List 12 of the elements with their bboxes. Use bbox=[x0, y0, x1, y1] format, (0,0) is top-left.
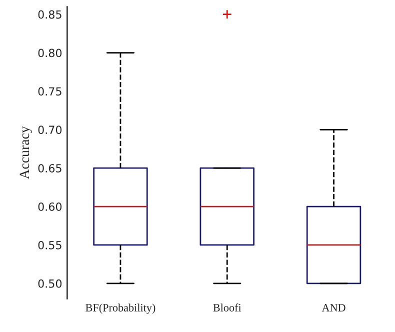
y-tick-label: 0.50 bbox=[38, 279, 62, 288]
y-axis-title: Accuracy bbox=[20, 126, 32, 180]
y-tick-label: 0.60 bbox=[38, 202, 62, 211]
y-tick-label: 0.55 bbox=[38, 240, 62, 250]
y-tick-label: 0.85 bbox=[38, 10, 62, 19]
y-tick-label: 0.65 bbox=[38, 164, 62, 172]
y-tick-label: 0.75 bbox=[38, 87, 62, 96]
x-tick-label: BF(Probability) bbox=[86, 304, 156, 314]
y-tick-label: 0.80 bbox=[38, 48, 62, 58]
y-tick-label: 0.70 bbox=[38, 126, 62, 134]
x-tick-label: AND bbox=[322, 304, 346, 312]
x-tick-label: Bloofi bbox=[213, 304, 242, 312]
